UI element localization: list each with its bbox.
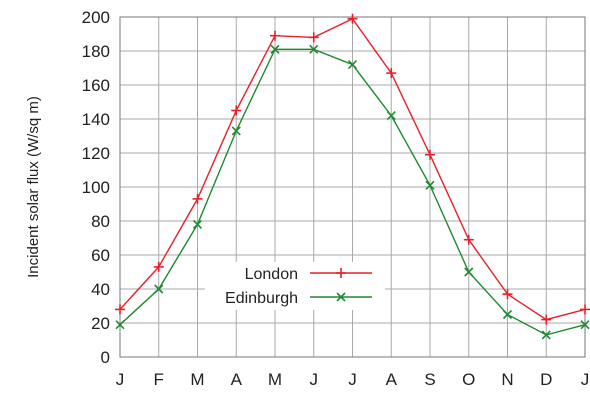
x-tick-label: M <box>190 370 204 389</box>
data-point-london <box>231 105 242 116</box>
data-point-london <box>308 32 319 43</box>
data-point-london <box>541 314 552 325</box>
data-point-edinburgh <box>425 180 435 190</box>
x-tick-label: J <box>581 370 590 389</box>
x-tick-label: M <box>268 370 282 389</box>
data-point-london <box>425 149 435 160</box>
data-point-edinburgh <box>580 320 590 330</box>
x-tick-label: F <box>154 370 164 389</box>
data-point-edinburgh <box>270 44 280 54</box>
data-point-edinburgh <box>502 309 513 320</box>
data-point-london <box>502 289 513 300</box>
data-point-london <box>463 234 474 245</box>
data-point-edinburgh <box>386 111 396 121</box>
data-point-london <box>386 68 397 79</box>
series-group <box>115 13 590 340</box>
y-tick-label: 20 <box>91 314 110 333</box>
y-tick-label: 160 <box>82 76 110 95</box>
legend: London Edinburgh <box>205 262 385 310</box>
x-tick-label: N <box>501 370 513 389</box>
x-tick-label: J <box>310 370 319 389</box>
y-tick-label: 80 <box>91 212 110 231</box>
data-point-edinburgh <box>192 219 203 229</box>
legend-marker-london <box>336 268 346 278</box>
y-axis-label: Incident solar flux (W/sq m) <box>25 96 42 278</box>
legend-label-edinburgh: Edinburgh <box>225 290 298 307</box>
data-point-london <box>192 193 203 204</box>
y-tick-label: 100 <box>82 178 110 197</box>
data-point-london <box>270 30 280 41</box>
x-tick-label: J <box>348 370 357 389</box>
data-point-edinburgh <box>115 320 125 330</box>
y-tick-label: 140 <box>82 110 110 129</box>
data-point-london <box>347 13 358 24</box>
data-point-edinburgh <box>231 126 241 136</box>
x-tick-label: A <box>231 370 243 389</box>
y-tick-label: 200 <box>82 8 110 27</box>
legend-marker-edinburgh <box>336 292 346 302</box>
y-axis-ticks: 0 20 40 60 80 100 120 140 160 180 200 <box>82 8 110 367</box>
data-point-london <box>115 304 125 315</box>
x-tick-label: J <box>116 370 125 389</box>
y-tick-label: 180 <box>82 42 110 61</box>
y-tick-label: 60 <box>91 246 110 265</box>
data-point-edinburgh <box>347 60 358 70</box>
y-tick-label: 0 <box>101 348 110 367</box>
y-tick-label: 120 <box>82 144 110 163</box>
legend-label-london: London <box>245 266 298 283</box>
x-tick-label: D <box>540 370 552 389</box>
x-tick-label: A <box>386 370 398 389</box>
data-point-london <box>153 261 164 272</box>
data-point-london <box>580 304 590 315</box>
x-tick-label: S <box>424 370 435 389</box>
x-tick-label: O <box>462 370 475 389</box>
y-tick-label: 40 <box>91 280 110 299</box>
data-point-edinburgh <box>541 330 551 340</box>
data-point-edinburgh <box>464 267 474 277</box>
legend-background <box>205 262 385 310</box>
data-point-edinburgh <box>309 44 319 54</box>
data-point-edinburgh <box>154 284 164 294</box>
